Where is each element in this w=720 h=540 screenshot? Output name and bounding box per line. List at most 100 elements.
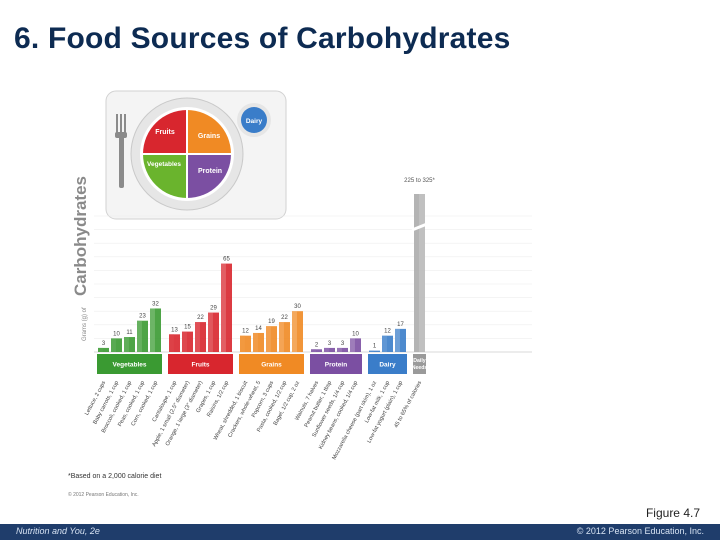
group-band-segment xyxy=(168,354,233,374)
footnote: *Based on a 2,000 calorie diet xyxy=(68,473,161,480)
footer: Nutrition and You, 2e © 2012 Pearson Edu… xyxy=(0,524,720,540)
bar-highlight xyxy=(369,350,374,352)
bar xyxy=(337,347,348,352)
group-band: Vegetables Fruits Grains Protein Dairy Daily N… xyxy=(97,354,427,374)
slide-title: 6. Food Sources of Carbohydrates xyxy=(14,22,511,55)
data-label: 30 xyxy=(294,304,301,310)
bar-highlight xyxy=(279,322,284,352)
group-label: Dairy xyxy=(379,362,396,369)
data-label: 23 xyxy=(139,314,146,320)
figure: Fruits Grains Vegetables Protein Dairy G… xyxy=(62,86,538,504)
plate-label-grains: Grains xyxy=(198,133,220,140)
bar-highlight xyxy=(221,263,226,352)
plate-grains xyxy=(187,110,231,154)
data-label: 19 xyxy=(268,319,275,325)
axis-break xyxy=(411,222,428,232)
plate-label-protein: Protein xyxy=(198,168,222,175)
bar-highlight xyxy=(169,334,174,352)
group-label: Daily Needs xyxy=(412,358,428,371)
data-label: 10 xyxy=(352,331,359,337)
plate-fruits xyxy=(143,110,187,154)
bar xyxy=(266,326,277,352)
plate-label-vegetables: Vegetables xyxy=(147,161,181,168)
bar xyxy=(369,350,380,352)
bar-highlight xyxy=(195,322,200,352)
data-label: 15 xyxy=(184,325,191,331)
bar xyxy=(111,338,122,352)
fork-icon xyxy=(115,114,127,188)
bar xyxy=(311,349,322,352)
group-label: Vegetables xyxy=(113,362,147,369)
group-band-segment xyxy=(368,354,407,374)
bar-highlight xyxy=(182,331,187,352)
bar xyxy=(169,334,180,352)
data-label: 22 xyxy=(281,315,288,321)
data-label: 17 xyxy=(397,322,404,328)
bar-highlight xyxy=(350,338,355,352)
footer-book-title: Nutrition and You, 2e xyxy=(16,526,100,536)
bar xyxy=(182,331,193,352)
data-label: 225 to 325* xyxy=(404,178,435,184)
bar xyxy=(382,335,393,352)
bar-highlight xyxy=(382,335,387,352)
bar xyxy=(414,194,425,352)
data-label: 13 xyxy=(171,327,178,333)
footer-copyright: © 2012 Pearson Education, Inc. xyxy=(576,526,704,536)
group-band-segment xyxy=(97,354,162,374)
bar-highlight xyxy=(311,349,316,352)
bar xyxy=(292,311,303,352)
bar xyxy=(324,347,335,352)
carbohydrate-chart: Fruits Grains Vegetables Protein Dairy G… xyxy=(68,90,532,498)
bar-highlight xyxy=(253,332,258,352)
bar-highlight xyxy=(150,308,155,352)
bar-highlight xyxy=(292,311,297,352)
data-label: 3 xyxy=(102,341,106,347)
data-label: 3 xyxy=(341,341,345,347)
bar xyxy=(98,347,109,352)
group-label: Protein xyxy=(325,362,347,369)
plate-protein xyxy=(187,154,231,198)
group-label: Grains xyxy=(261,362,282,369)
data-label: 14 xyxy=(255,326,262,332)
bar xyxy=(350,338,361,352)
bar xyxy=(240,335,251,352)
plate-label-dairy: Dairy xyxy=(246,118,263,125)
bar xyxy=(395,328,406,352)
bar xyxy=(124,337,135,352)
y-axis-label: Grams (g) of Carbohydrates xyxy=(71,176,90,341)
bar-highlight xyxy=(266,326,271,352)
myplate-illustration: Fruits Grains Vegetables Protein Dairy xyxy=(105,90,287,220)
bar xyxy=(208,312,219,352)
plate-vegetables xyxy=(143,154,187,198)
bar xyxy=(195,322,206,352)
plate-label-fruits: Fruits xyxy=(155,129,175,136)
data-label: 11 xyxy=(126,330,133,336)
bar-highlight xyxy=(240,335,245,352)
data-label: 10 xyxy=(113,331,120,337)
bar-highlight xyxy=(324,347,329,352)
data-label: 1 xyxy=(373,344,377,350)
group-label: Fruits xyxy=(191,362,209,369)
data-label: 32 xyxy=(152,301,159,307)
bar xyxy=(137,320,148,352)
bar-highlight xyxy=(337,347,342,352)
credit: © 2012 Pearson Education, Inc. xyxy=(68,491,139,498)
bar-highlight xyxy=(414,194,419,352)
bar xyxy=(221,263,232,352)
data-label: 29 xyxy=(210,306,217,312)
bar-highlight xyxy=(208,312,213,352)
bar-highlight xyxy=(137,320,142,352)
bar-highlight xyxy=(98,347,103,352)
data-label: 12 xyxy=(242,329,249,335)
bar-highlight xyxy=(395,328,400,352)
bar-highlight xyxy=(124,337,129,352)
bar xyxy=(253,332,264,352)
data-label: 3 xyxy=(328,341,332,347)
y-axis-label-main: Carbohydrates xyxy=(71,176,90,296)
bar-highlight xyxy=(111,338,116,352)
figure-caption: Figure 4.7 xyxy=(645,506,700,520)
data-label: 22 xyxy=(197,315,204,321)
group-band-segment xyxy=(310,354,362,374)
group-band-segment xyxy=(239,354,304,374)
